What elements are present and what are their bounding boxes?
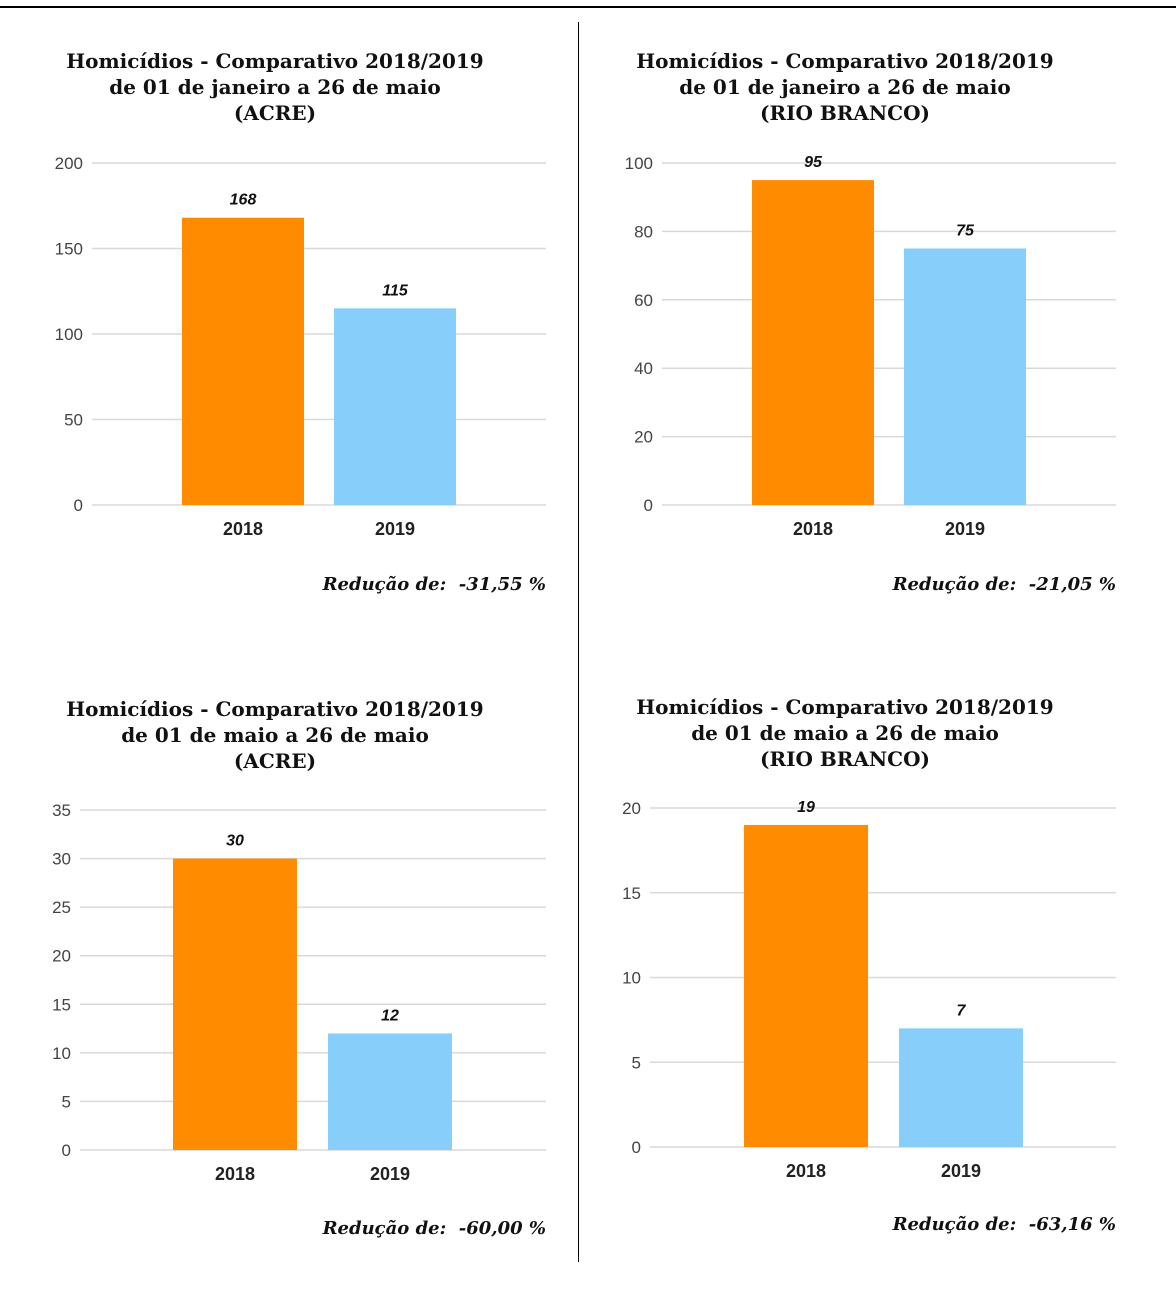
bar-2019 (334, 308, 456, 505)
x-category-label: 2019 (941, 1161, 981, 1181)
x-category-label: 2018 (215, 1164, 255, 1184)
bar-2019 (899, 1028, 1023, 1147)
chart-title-line-1: Homicídios - Comparativo 2018/2019 (66, 49, 484, 73)
bar-chart: 0 20 40 60 80 100 95 2018 75 2019 (625, 154, 1116, 539)
bar-chart: 0 50 100 150 200 168 2018 115 2019 (55, 154, 546, 539)
y-tick-label: 60 (634, 291, 653, 310)
data-label: 115 (382, 282, 409, 299)
x-category-label: 2018 (793, 519, 833, 539)
data-label: 95 (804, 154, 823, 171)
y-tick-label: 15 (52, 995, 71, 1014)
chart-title: Homicídios - Comparativo 2018/2019 de 01… (10, 696, 540, 774)
y-tick-label: 35 (52, 801, 71, 820)
chart-title-line-2: de 01 de maio a 26 de maio (121, 723, 429, 747)
y-tick-label: 200 (55, 154, 83, 173)
chart-title-line-2: de 01 de janeiro a 26 de maio (679, 75, 1011, 99)
data-label: 19 (797, 799, 815, 816)
data-label: 30 (226, 833, 244, 850)
bar-chart: 0 5 10 15 20 25 30 35 30 2018 12 2019 (52, 801, 546, 1184)
y-tick-label: 20 (634, 428, 653, 447)
y-tick-label: 100 (55, 325, 83, 344)
chart-panel-rio-branco-jan-may: Homicídios - Comparativo 2018/2019 de 01… (570, 48, 1130, 648)
x-category-label: 2019 (945, 519, 985, 539)
chart-title: Homicídios - Comparativo 2018/2019 de 01… (580, 48, 1110, 126)
y-tick-label: 10 (622, 969, 641, 988)
bar-2018 (182, 217, 304, 505)
y-tick-label: 0 (632, 1138, 641, 1157)
bar-2018 (752, 180, 874, 505)
y-tick-label: 0 (74, 496, 83, 515)
chart-panel-acre-jan-may: Homicídios - Comparativo 2018/2019 de 01… (0, 48, 560, 648)
y-tick-label: 50 (64, 411, 83, 430)
bar-2018 (744, 824, 868, 1147)
panel-divider (578, 22, 579, 1262)
y-tick-label: 25 (52, 898, 71, 917)
x-category-label: 2018 (223, 519, 263, 539)
y-tick-label: 15 (622, 884, 641, 903)
y-tick-label: 30 (52, 850, 71, 869)
chart-title-line-3: (ACRE) (233, 749, 317, 773)
data-label: 75 (956, 223, 975, 240)
chart-title-line-1: Homicídios - Comparativo 2018/2019 (66, 697, 484, 721)
chart-title-line-3: (ACRE) (233, 101, 317, 125)
y-tick-label: 20 (52, 947, 71, 966)
x-category-label: 2018 (786, 1161, 826, 1181)
y-tick-label: 40 (634, 359, 653, 378)
y-tick-label: 100 (625, 154, 653, 173)
y-tick-label: 150 (55, 240, 83, 259)
reduction-note: Redução de: -63,16 % (892, 1214, 1116, 1235)
chart-title: Homicídios - Comparativo 2018/2019 de 01… (580, 694, 1110, 772)
data-label: 12 (381, 1007, 399, 1024)
data-label: 168 (230, 192, 257, 209)
chart-title-line-3: (RIO BRANCO) (760, 101, 930, 125)
bar-2018 (173, 858, 297, 1150)
chart-title-line-2: de 01 de janeiro a 26 de maio (109, 75, 441, 99)
y-tick-label: 5 (62, 1092, 71, 1111)
reduction-note: Redução de: -31,55 % (322, 574, 546, 595)
chart-title: Homicídios - Comparativo 2018/2019 de 01… (10, 48, 540, 126)
reduction-note: Redução de: -60,00 % (322, 1218, 546, 1239)
y-tick-label: 5 (632, 1053, 641, 1072)
chart-title-line-1: Homicídios - Comparativo 2018/2019 (636, 695, 1054, 719)
data-label: 7 (957, 1002, 967, 1019)
y-tick-label: 10 (52, 1044, 71, 1063)
y-tick-label: 0 (62, 1141, 71, 1160)
chart-panel-acre-may: Homicídios - Comparativo 2018/2019 de 01… (0, 696, 560, 1296)
x-category-label: 2019 (370, 1164, 410, 1184)
chart-panel-rio-branco-may: Homicídios - Comparativo 2018/2019 de 01… (570, 694, 1130, 1294)
chart-title-line-2: de 01 de maio a 26 de maio (691, 721, 999, 745)
bar-2019 (904, 248, 1026, 505)
top-rule (0, 6, 1176, 8)
chart-title-line-1: Homicídios - Comparativo 2018/2019 (636, 49, 1054, 73)
chart-title-line-3: (RIO BRANCO) (760, 747, 930, 771)
reduction-note: Redução de: -21,05 % (892, 574, 1116, 595)
bar-2019 (328, 1033, 452, 1150)
y-tick-label: 0 (644, 496, 653, 515)
y-tick-label: 20 (622, 799, 641, 818)
y-tick-label: 80 (634, 222, 653, 241)
x-category-label: 2019 (375, 519, 415, 539)
